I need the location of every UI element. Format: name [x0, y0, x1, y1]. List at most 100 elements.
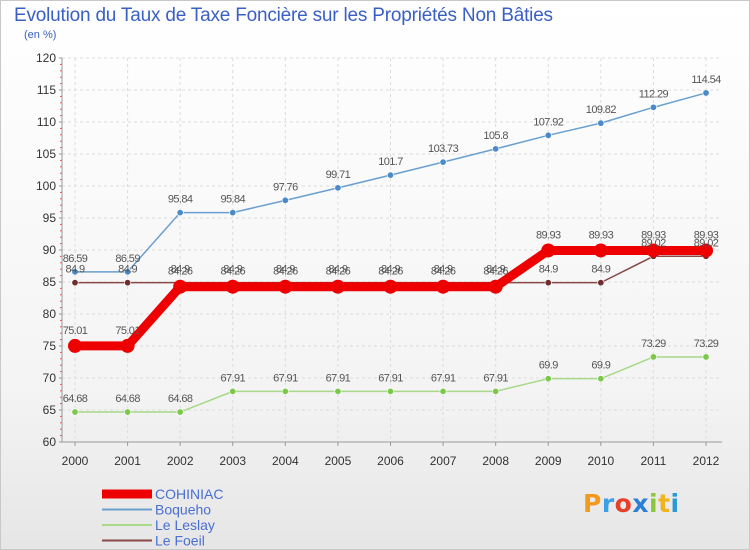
y-tick-label-105: 105	[36, 147, 56, 161]
legend-label-le-foeil: Le Foeil	[155, 533, 205, 549]
x-tick-label-2003: 2003	[219, 454, 246, 468]
x-tick-label-2002: 2002	[167, 454, 194, 468]
data-label-le-foeil-2011: 89.02	[641, 237, 666, 249]
x-tick-label-2012: 2012	[693, 454, 720, 468]
data-label-cohiniac-2008: 84.26	[483, 266, 508, 278]
point-boqueho-2009	[544, 131, 552, 139]
point-boqueho-2010	[597, 119, 605, 127]
data-label-boqueho-2010: 109.82	[586, 104, 617, 116]
logo-letter: t	[658, 489, 671, 518]
point-le-leslay-2008	[492, 387, 500, 395]
legend-label-boqueho: Boqueho	[155, 502, 211, 518]
point-le-leslay-2004	[281, 387, 289, 395]
point-cohiniac-2000	[68, 338, 82, 353]
data-label-boqueho-2012: 114.54	[691, 74, 721, 86]
point-boqueho-2004	[281, 196, 289, 204]
data-label-le-foeil-2008: 84.9	[486, 264, 505, 276]
data-labels: 86.59 86.59 95.84 95.84 97.76 99.71 101.7 103.7…	[63, 74, 722, 405]
data-label-le-leslay-2001: 64.68	[115, 393, 140, 405]
chart-title: Evolution du Taux de Taxe Foncière sur l…	[14, 5, 553, 26]
data-label-cohiniac-2007: 84.26	[431, 266, 456, 278]
point-cohiniac-2001	[120, 338, 135, 353]
data-label-cohiniac-2006: 84.26	[378, 266, 403, 278]
y-axis-unit: (en %)	[24, 29, 57, 41]
y-tick-label-120: 120	[36, 51, 56, 65]
point-le-foeil-2010	[597, 279, 605, 287]
legend-label-le-leslay: Le Leslay	[155, 517, 215, 533]
point-boqueho-2007	[439, 158, 447, 166]
point-cohiniac-2004	[278, 279, 293, 294]
x-tick-label-2011: 2011	[641, 454, 667, 468]
data-label-cohiniac-2004: 84.26	[273, 266, 298, 278]
data-label-le-foeil-2004: 84.9	[276, 264, 295, 276]
point-cohiniac-2007	[436, 279, 451, 294]
data-label-le-leslay-2010: 69.9	[591, 360, 610, 372]
point-boqueho-2011	[649, 103, 657, 111]
point-boqueho-2005	[334, 184, 342, 192]
data-label-le-leslay-2007: 67.91	[431, 372, 456, 384]
data-label-le-foeil-2009: 84.9	[539, 264, 558, 276]
data-label-le-foeil-2003: 84.9	[223, 264, 242, 276]
data-label-le-leslay-2006: 67.91	[378, 372, 403, 384]
point-cohiniac-2009	[541, 243, 556, 258]
point-cohiniac-2006	[383, 279, 398, 294]
logo-letter: i	[649, 489, 659, 518]
data-label-cohiniac-2009: 89.93	[536, 229, 561, 241]
point-le-leslay-2000	[71, 408, 79, 416]
data-label-le-leslay-2009: 69.9	[539, 360, 558, 372]
point-le-leslay-2003	[229, 387, 237, 395]
point-le-leslay-2001	[124, 408, 132, 416]
point-le-foeil-2009	[544, 279, 552, 287]
data-label-le-leslay-2003: 67.91	[220, 372, 245, 384]
data-label-boqueho-2009: 107.92	[533, 116, 564, 128]
point-le-leslay-2010	[597, 375, 605, 383]
point-le-leslay-2011	[649, 353, 657, 361]
data-label-boqueho-2006: 101.7	[378, 156, 403, 168]
point-le-leslay-2007	[439, 387, 447, 395]
data-label-cohiniac-2003: 84.26	[220, 266, 245, 278]
data-label-le-foeil-2002: 84.9	[171, 264, 190, 276]
data-label-le-foeil-2006: 84.9	[381, 264, 400, 276]
data-label-boqueho-2003: 95.84	[220, 194, 245, 206]
logo-letter: o	[614, 489, 633, 518]
legend-label-cohiniac: COHINIAC	[155, 486, 223, 502]
point-cohiniac-2008	[488, 279, 503, 294]
point-boqueho-2006	[386, 171, 394, 179]
point-boqueho-2003	[229, 209, 237, 217]
y-tick-label-95: 95	[43, 211, 57, 225]
logo-letter: r	[601, 489, 615, 518]
x-tick-label-2007: 2007	[430, 454, 457, 468]
point-boqueho-2001	[124, 268, 132, 276]
y-tick-label-60: 60	[43, 435, 57, 449]
data-label-boqueho-2008: 105.8	[483, 130, 508, 142]
data-label-cohiniac-2000: 75.01	[63, 325, 88, 337]
y-tick-label-85: 85	[43, 275, 57, 289]
data-label-le-leslay-2000: 64.68	[63, 393, 88, 405]
point-cohiniac-2011	[646, 243, 661, 258]
y-tick-label-75: 75	[43, 339, 57, 353]
data-label-boqueho-2011: 112.29	[639, 88, 669, 100]
data-label-boqueho-2007: 103.73	[428, 143, 459, 155]
data-label-cohiniac-2011: 89.93	[641, 229, 666, 241]
point-cohiniac-2003	[225, 279, 240, 294]
point-le-foeil-2000	[71, 279, 79, 287]
y-tick-label-115: 115	[37, 83, 56, 97]
point-le-leslay-2005	[334, 387, 342, 395]
point-le-leslay-2012	[702, 353, 710, 361]
logo-letter: i	[670, 489, 680, 518]
data-label-boqueho-2005: 99.71	[326, 169, 351, 181]
data-label-cohiniac-2002: 84.26	[168, 266, 193, 278]
point-le-leslay-2009	[544, 375, 552, 383]
point-cohiniac-2005	[330, 279, 345, 294]
y-tick-label-80: 80	[43, 307, 57, 321]
axes: 60 65 70 75 80 85 90 95 100 105 110 115 120 2000 2001 2…	[36, 51, 722, 468]
point-cohiniac-2002	[173, 279, 188, 294]
x-tick-label-2008: 2008	[482, 454, 509, 468]
data-label-le-foeil-2007: 84.9	[434, 264, 453, 276]
data-label-boqueho-2000: 86.59	[63, 253, 88, 265]
proxiti-logo: Proxiti	[583, 489, 680, 518]
x-tick-label-2009: 2009	[535, 454, 562, 468]
